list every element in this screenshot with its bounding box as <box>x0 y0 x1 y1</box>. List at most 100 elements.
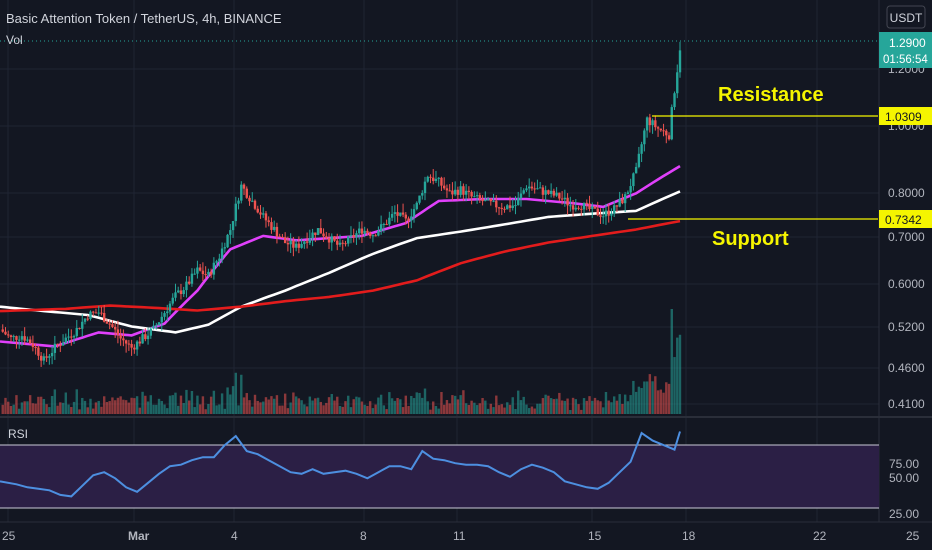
candle-body <box>330 236 333 243</box>
volume-bar <box>410 395 413 414</box>
candle-body <box>640 144 643 154</box>
candle-body <box>341 242 344 244</box>
volume-bar <box>667 383 671 414</box>
volume-bar <box>525 404 528 414</box>
volume-bar <box>341 406 344 414</box>
volume-bar <box>86 407 89 414</box>
currency-label: USDT <box>890 11 923 25</box>
candle-body <box>607 210 610 216</box>
volume-bar <box>415 392 418 414</box>
time-tick: Mar <box>128 529 150 543</box>
candle-body <box>308 238 312 243</box>
volume-bar <box>220 393 224 414</box>
candle-body <box>522 190 525 194</box>
candle-body <box>303 241 306 244</box>
candle-body <box>591 206 594 210</box>
volume-bar <box>325 402 328 414</box>
volume-bar <box>522 396 525 414</box>
volume-bar <box>377 397 380 414</box>
candle-body <box>168 303 172 312</box>
volume-bar <box>517 390 520 414</box>
candle-body <box>108 323 111 325</box>
currency-selector[interactable] <box>886 5 926 29</box>
volume-bar <box>152 404 155 414</box>
volume-bar <box>388 392 391 414</box>
volume-bar <box>506 402 509 414</box>
candle-body <box>160 316 163 323</box>
candle-body <box>489 198 493 202</box>
volume-bar <box>396 397 399 414</box>
candle-body <box>459 186 462 195</box>
volume-bar <box>160 401 163 414</box>
candle-body <box>157 322 161 326</box>
rsi-band <box>0 445 879 508</box>
volume-bar <box>610 402 613 414</box>
volume-bar <box>190 390 194 414</box>
volume-bar <box>182 402 185 414</box>
candle-body <box>382 224 386 226</box>
candle-body <box>61 342 65 346</box>
volume-bar <box>401 407 405 414</box>
volume-bar <box>399 399 402 414</box>
volume-bar <box>503 407 506 414</box>
volume-bar <box>215 405 218 414</box>
volume-bar <box>582 398 586 414</box>
candle-body <box>272 226 276 230</box>
candle-body <box>42 356 46 361</box>
candle-body <box>508 205 512 208</box>
candle-body <box>322 233 325 237</box>
resistance-label: Resistance <box>718 84 824 106</box>
price-tick: 0.4100 <box>888 397 925 411</box>
candle-body <box>179 290 183 295</box>
volume-bar <box>456 399 460 414</box>
candle-body <box>401 212 405 215</box>
volume-bar <box>209 396 213 414</box>
candle-body <box>31 343 35 347</box>
volume-bar <box>527 408 531 414</box>
candle-body <box>549 190 553 194</box>
volume-bar <box>292 392 295 414</box>
price-tick: 0.7000 <box>888 230 925 244</box>
candle-body <box>229 230 232 235</box>
volume-bar <box>26 401 29 414</box>
candle-body <box>368 232 372 236</box>
resistance-price-value: 1.0309 <box>885 110 922 124</box>
candle-body <box>366 230 369 233</box>
volume-bar <box>368 401 372 414</box>
volume-bar <box>632 380 635 414</box>
candle-body <box>15 336 18 340</box>
candle-body <box>133 347 136 350</box>
volume-bar <box>670 309 673 414</box>
rsi-tick: 25.00 <box>889 507 919 521</box>
candle-body <box>182 290 185 295</box>
volume-bar <box>508 404 512 414</box>
volume-bar <box>470 400 473 414</box>
price-tick: 0.4600 <box>888 361 925 375</box>
volume-bar <box>212 390 216 414</box>
volume-bar <box>72 401 76 414</box>
volume-bar <box>432 401 435 414</box>
candle-body <box>527 186 531 189</box>
candle-body <box>360 228 364 234</box>
volume-bar <box>256 400 259 414</box>
volume-bar <box>251 406 254 414</box>
volume-bar <box>102 396 106 414</box>
volume-bar <box>207 404 210 414</box>
volume-bar <box>174 392 177 414</box>
candle-body <box>149 328 153 336</box>
time-axis[interactable]: 25 Mar 4 8 11 15 18 22 25 <box>2 529 920 543</box>
volume-bar <box>623 394 627 414</box>
candle-body <box>336 240 339 245</box>
candle-body <box>676 72 679 94</box>
candle-body <box>379 224 383 232</box>
rsi-axis[interactable]: 75.00 50.00 25.00 <box>889 457 919 521</box>
volume-bar <box>286 408 290 414</box>
volume-bar <box>434 406 438 414</box>
candle-body <box>388 217 391 225</box>
volume-bar <box>17 408 21 414</box>
candle-body <box>86 318 89 320</box>
volume-bar <box>127 402 131 414</box>
candle-body <box>667 135 671 140</box>
volume-bar <box>355 396 358 414</box>
